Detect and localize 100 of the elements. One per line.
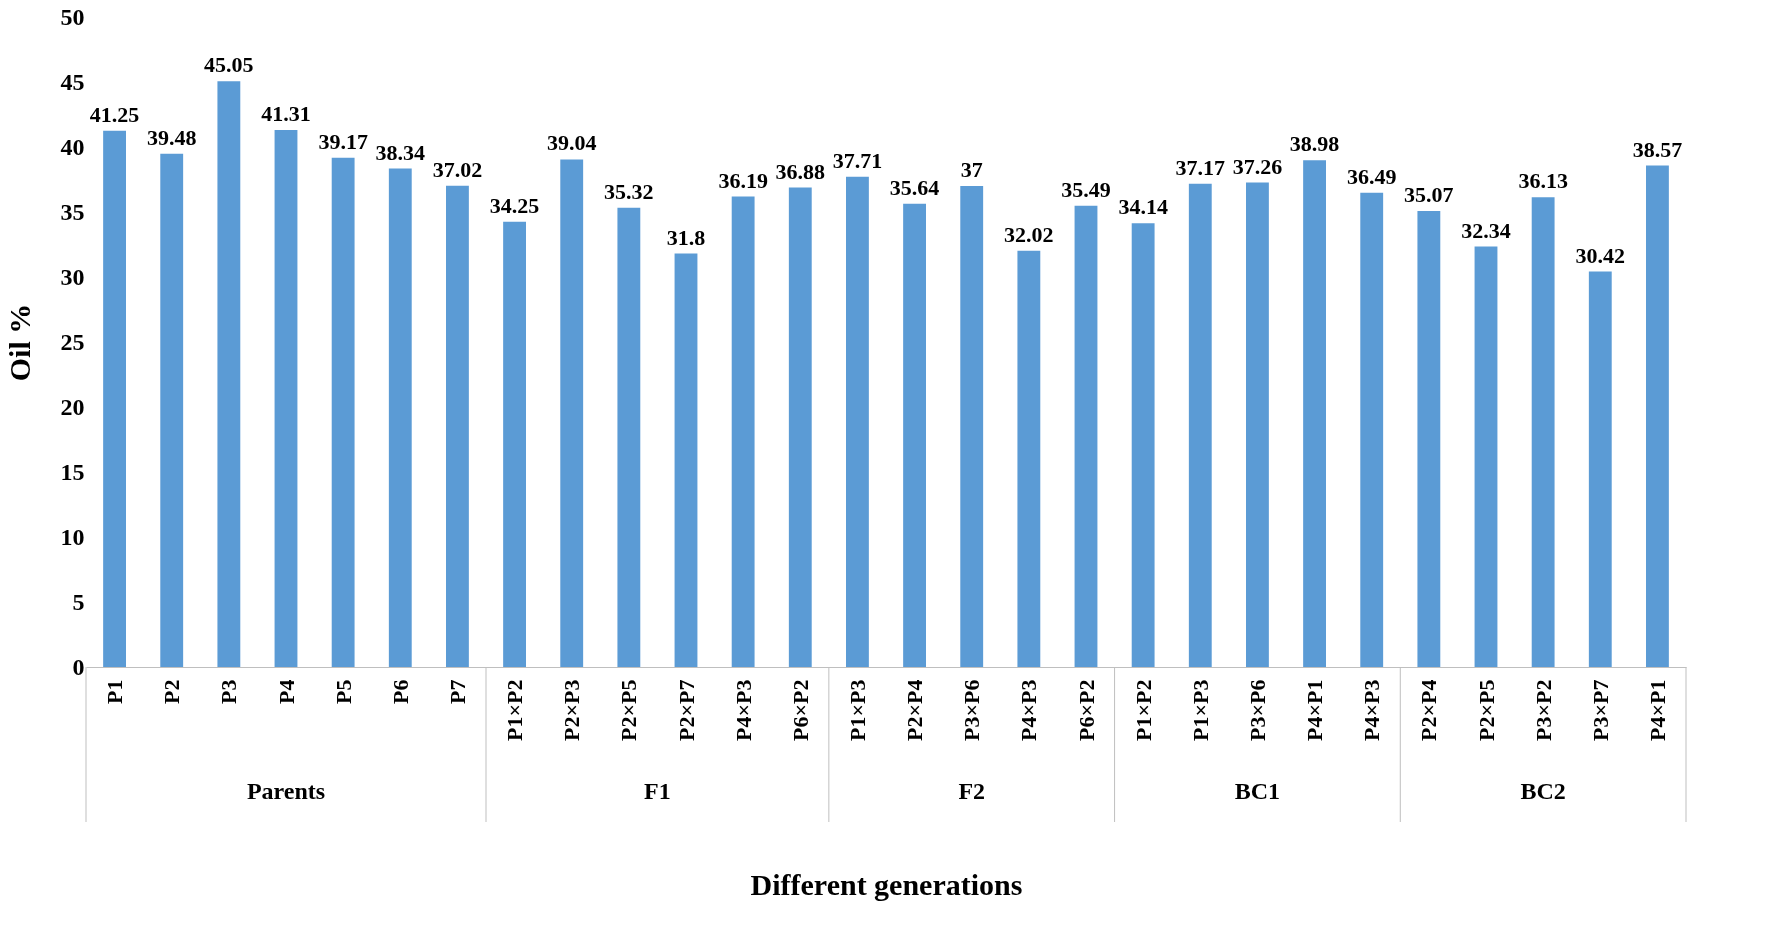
bar [674,253,698,667]
data-label: 30.42 [1575,242,1626,268]
data-label: 37.17 [1175,154,1226,180]
text: BC1 [1234,778,1281,804]
bar [1246,182,1269,667]
data-label: 37.26 [1232,153,1283,179]
bar [446,185,469,667]
x-tick-label: P3×P7 [1587,679,1613,741]
data-label: 38.98 [1289,131,1340,157]
x-tick-label: P1×P3 [1187,679,1213,741]
y-tick-label: 10 [60,523,85,550]
x-tick-label: P1 [102,679,128,704]
data-label: 35.32 [604,178,654,204]
text: BC2 [1520,778,1566,804]
bar [1303,160,1326,667]
data-label: 38.34 [375,139,426,165]
data-label: 31.8 [666,224,706,250]
x-tick-label: P1×P2 [1130,679,1156,741]
bar [331,157,355,667]
data-label: 41.31 [261,100,311,126]
bar [1074,205,1098,667]
x-tick-label: P6×P2 [787,679,813,741]
x-tick-label: P3×P6 [1244,679,1270,741]
data-label: 35.07 [1404,182,1454,208]
x-axis-title: Different generations [750,867,1023,901]
y-tick-label: 40 [60,133,85,160]
x-tick-label: P5 [330,679,356,704]
x-tick-label: P4×P3 [1016,679,1042,741]
x-tick-label: P3×P2 [1530,679,1556,741]
data-label: 35.49 [1061,176,1111,202]
bar [1417,211,1441,667]
data-label: 39.48 [146,124,197,150]
bar [217,81,241,667]
x-tick-label: P2 [159,679,185,704]
x-tick-label: P4×P1 [1644,679,1670,741]
data-label: 32.34 [1461,217,1511,243]
y-tick-label: 20 [60,393,85,420]
x-tick-label: P2×P3 [559,679,585,741]
x-tick-label: P7 [444,679,470,704]
x-tick-label: P4×P3 [730,679,756,741]
bar [1131,223,1155,667]
data-label: 35.64 [889,174,940,200]
bar [1588,271,1612,667]
bar [160,153,184,667]
data-label: 39.04 [546,130,597,156]
data-label: 37 [960,157,983,182]
y-axis-title: Oil % [2,303,36,382]
x-tick-label: P2×P4 [1416,679,1442,741]
data-label: 32.02 [1004,221,1054,247]
bar [503,221,526,667]
bar [617,207,641,667]
y-tick-label: 25 [60,328,85,355]
bar [1188,183,1212,667]
bar [103,130,126,667]
x-tick-label: P6 [387,679,413,704]
data-label: 36.13 [1518,168,1568,194]
y-tick-label: 30 [60,263,85,290]
y-tick-label: 45 [60,68,85,95]
x-tick-label: P2×P5 [616,679,642,741]
x-tick-label: P3 [216,679,242,704]
bar [388,168,412,667]
x-tick-label: P1×P3 [844,679,870,741]
x-tick-label: P2×P4 [902,679,928,741]
bar [1646,165,1669,667]
data-label: 38.57 [1632,136,1683,162]
bar [560,159,584,667]
data-label: 39.17 [318,128,368,154]
y-tick-label: 35 [60,198,85,225]
bar [731,196,755,667]
x-tick-label: P4×P3 [1359,679,1385,741]
bar [1017,250,1041,667]
bar [960,186,984,667]
x-tick-label: P4×P1 [1302,679,1328,741]
y-tick-label: 0 [72,653,85,680]
y-tick-label: 50 [60,3,85,30]
data-label: 36.19 [718,167,768,193]
y-tick-label: 15 [60,458,85,485]
x-tick-label: P2×P5 [1473,679,1499,741]
bar [903,203,926,667]
x-tick-label: P6×P2 [1073,679,1099,741]
data-label: 36.49 [1346,163,1397,189]
data-label: 37.71 [832,147,883,173]
data-label: 41.25 [89,101,140,127]
bar [1360,192,1384,667]
bar [846,176,869,667]
x-tick-label: P4 [273,679,299,704]
text: F1 [644,778,671,804]
x-tick-label: P1×P2 [502,679,528,741]
y-tick-label: 5 [72,588,85,615]
bar [274,129,298,667]
text: F2 [958,778,986,804]
data-label: 37.02 [432,156,483,182]
x-tick-label: P3×P6 [959,679,985,741]
data-label: 45.05 [204,52,254,78]
data-label: 34.25 [489,192,540,218]
data-label: 36.88 [775,158,826,184]
data-label: 34.14 [1118,194,1168,220]
bar [788,187,812,667]
text: Parents [246,778,326,804]
x-tick-label: P2×P7 [673,679,699,741]
